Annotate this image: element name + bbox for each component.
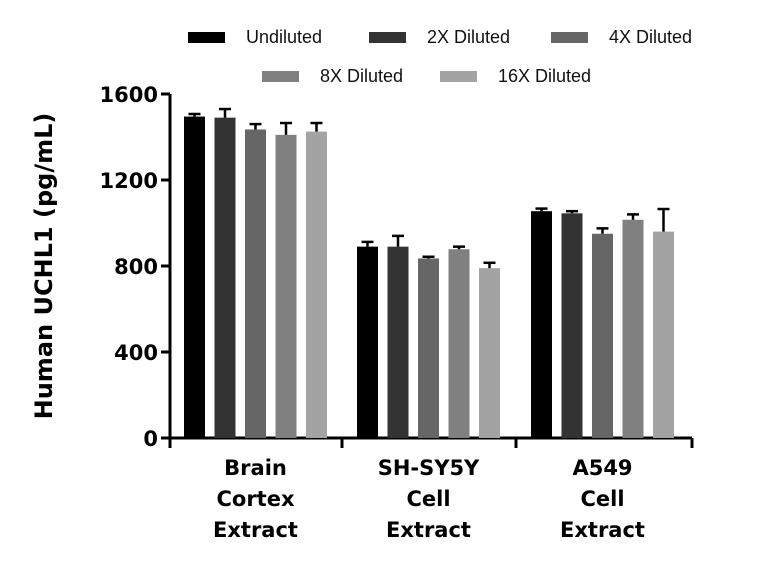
- y-tick-label: 1200: [100, 169, 158, 193]
- x-category-label: Cortex: [216, 487, 294, 511]
- bar: [275, 134, 297, 438]
- bars: [184, 107, 674, 439]
- bar: [306, 131, 327, 438]
- legend-label: 4X Diluted: [609, 27, 692, 47]
- legend-label: Undiluted: [246, 27, 322, 47]
- legend-swatch: [188, 32, 225, 43]
- x-category-label: A549: [572, 456, 632, 480]
- bar: [653, 231, 674, 438]
- legend: Undiluted 2X Diluted 4X Diluted 8X Diluted 1…: [188, 27, 692, 86]
- x-axis: Brain Cortex Extract SH-SY5Y Cell Extract A549…: [168, 436, 694, 542]
- x-category-label: Extract: [213, 518, 298, 542]
- bar: [357, 246, 378, 438]
- y-axis-title: Human UCHL1 (pg/mL): [30, 113, 58, 420]
- legend-swatch: [440, 71, 477, 82]
- y-tick-label: 800: [114, 255, 158, 279]
- legend-swatch: [369, 32, 406, 43]
- legend-label: 16X Diluted: [498, 66, 591, 86]
- x-category-label: Cell: [580, 487, 624, 511]
- y-tick-label: 400: [114, 341, 158, 365]
- bar: [479, 268, 500, 438]
- y-tick-label: 0: [143, 427, 158, 451]
- bar: [245, 129, 266, 438]
- bar: [184, 116, 205, 438]
- bar: [387, 246, 409, 438]
- x-category-label: Brain: [224, 456, 287, 480]
- legend-label: 2X Diluted: [427, 27, 510, 47]
- x-category-label: SH-SY5Y: [378, 456, 480, 480]
- bar: [214, 117, 236, 439]
- bar: [622, 219, 644, 438]
- bar: [561, 213, 583, 438]
- y-axis: 0 400 800 1200 1600: [100, 83, 172, 451]
- bar: [592, 233, 613, 438]
- y-tick-label: 1600: [100, 83, 158, 107]
- legend-swatch: [262, 71, 299, 82]
- legend-label: 8X Diluted: [320, 66, 403, 86]
- x-category-label: Extract: [560, 518, 645, 542]
- x-category-label: Cell: [406, 487, 450, 511]
- bar: [531, 211, 552, 438]
- bar: [418, 258, 439, 438]
- legend-swatch: [551, 32, 588, 43]
- bar: [448, 249, 470, 438]
- x-category-label: Extract: [386, 518, 471, 542]
